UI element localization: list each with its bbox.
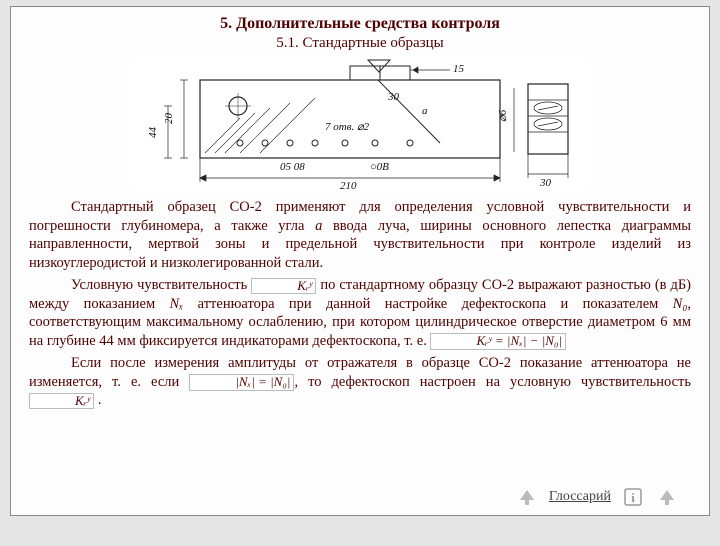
p2-var-nx: Nₓ: [170, 296, 184, 312]
dim-marks: 05 08: [280, 161, 305, 173]
dim-angle-a: a: [422, 105, 428, 117]
dim-15: 15: [453, 63, 465, 75]
p2-text-c: аттенюатора при данной настройке дефекто…: [183, 296, 672, 312]
formula-ky-2: Kᵣʸ: [29, 393, 94, 409]
p3-text-c: .: [94, 392, 101, 408]
dim-210: 210: [340, 180, 357, 190]
info-icon[interactable]: i: [621, 485, 645, 509]
dim-20: 20: [163, 113, 175, 125]
dim-dia6: ⌀6: [497, 109, 509, 122]
dim-44: 44: [147, 127, 159, 139]
dim-30b: 30: [539, 177, 552, 189]
paragraph-3: Если после измерения амплитуды от отража…: [29, 354, 691, 410]
dim-marks2: ○0B: [370, 161, 389, 173]
document-page: 5. Дополнительные средства контроля 5.1.…: [10, 6, 710, 516]
svg-text:i: i: [631, 490, 635, 505]
paragraph-2: Условную чувствительность Kᵣʸ по стандар…: [29, 276, 691, 350]
formula-eq-1: Kᵣʸ = |Nₓ| − |N₀|: [430, 333, 566, 349]
formula-ky-1: Kᵣʸ: [251, 278, 316, 294]
section-title: 5. Дополнительные средства контроля: [29, 15, 691, 33]
up-arrow-icon[interactable]: [515, 485, 539, 509]
p2-text-a: Условную чувствительность: [71, 277, 251, 293]
p2-var-n0: N₀: [673, 296, 688, 312]
paragraph-1: Стандартный образец СО-2 применяют для о…: [29, 198, 691, 272]
subsection-title: 5.1. Стандартные образцы: [29, 35, 691, 52]
page-footer: Глоссарий i: [515, 485, 679, 509]
technical-drawing: 20 44 15 7 отв. ⌀2 30 a ⌀6 210 30 05 08 …: [130, 58, 590, 190]
p3-text-b: , то дефектоскоп настроен на условную чу…: [294, 374, 691, 390]
up-arrow-icon-2[interactable]: [655, 485, 679, 509]
label-holes: 7 отв. ⌀2: [325, 121, 370, 133]
glossary-link[interactable]: Глоссарий: [549, 489, 611, 505]
formula-eq-2: |Nₓ| = |N₀|: [189, 374, 294, 390]
dim-30: 30: [387, 91, 400, 103]
